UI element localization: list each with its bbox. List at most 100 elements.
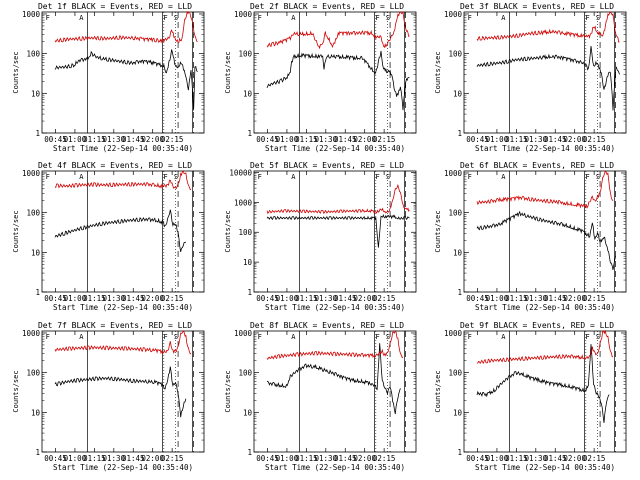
event-marker-label: F (258, 173, 262, 181)
x-tick-label: 01:15 (505, 294, 528, 303)
x-tick-label: 01:15 (505, 135, 528, 144)
events-series-line (54, 366, 187, 418)
event-marker-label: F (468, 173, 472, 181)
y-tick-label: 100 (238, 50, 252, 59)
y-tick-label: 1 (247, 288, 252, 297)
event-marker-label: S (596, 14, 600, 22)
x-tick-label: 01:45 (122, 454, 145, 463)
x-tick-label: 01:30 (525, 454, 548, 463)
events-series-line (266, 213, 410, 248)
event-marker-label: F (46, 173, 50, 181)
x-tick-label: 02:00 (563, 135, 586, 144)
y-tick-label: 100 (448, 50, 462, 59)
x-axis-label: Start Time (22-Sep-14 00:35:40) (265, 303, 405, 312)
y-axis-label: Counts/sec (224, 370, 232, 412)
panel-title: Det 6f BLACK = Events, RED = LLD (460, 161, 614, 170)
x-tick-label: 02:15 (583, 294, 606, 303)
events-series-line (54, 49, 198, 111)
x-tick-label: 01:00 (64, 454, 87, 463)
x-tick-label: 02:15 (161, 135, 184, 144)
x-axis-label: Start Time (22-Sep-14 00:35:40) (475, 463, 615, 472)
y-tick-label: 10 (31, 248, 41, 257)
x-axis-label: Start Time (22-Sep-14 00:35:40) (53, 303, 193, 312)
x-tick-label: 01:45 (122, 294, 145, 303)
x-tick-label: 01:00 (486, 454, 509, 463)
event-marker-label: A (501, 14, 506, 22)
y-tick-label: 10 (453, 89, 463, 98)
lld-series-line (266, 183, 410, 215)
y-axis-label: Counts/sec (224, 51, 232, 93)
events-series-line (476, 344, 610, 423)
x-tick-label: 01:30 (103, 454, 126, 463)
y-axis-label: Counts/sec (434, 370, 442, 412)
x-tick-label: 01:00 (276, 454, 299, 463)
plot-frame (41, 330, 205, 453)
event-marker-label: S (386, 14, 390, 22)
x-tick-label: 01:45 (544, 294, 567, 303)
y-tick-label: 10 (243, 258, 253, 267)
event-marker-label: F (376, 14, 380, 22)
y-axis-label: Counts/sec (12, 51, 20, 93)
x-tick-label: 01:45 (334, 454, 357, 463)
y-axis-label: Counts/sec (224, 210, 232, 252)
y-tick-label: 10 (31, 408, 41, 417)
event-marker-label: S (596, 333, 600, 341)
x-tick-label: 02:00 (353, 454, 376, 463)
y-tick-label: 100 (238, 228, 252, 237)
x-tick-label: 01:30 (525, 294, 548, 303)
event-marker-label: F (376, 173, 380, 181)
event-marker-label: F (586, 173, 590, 181)
x-tick-label: 02:15 (373, 454, 396, 463)
y-tick-label: 1 (457, 129, 462, 138)
lld-series-line (477, 329, 614, 365)
x-axis-label: Start Time (22-Sep-14 00:35:40) (265, 463, 405, 472)
x-tick-label: 00:45 (44, 454, 67, 463)
x-tick-label: 01:15 (83, 135, 106, 144)
y-tick-label: 100 (26, 50, 40, 59)
panel-title: Det 3f BLACK = Events, RED = LLD (460, 2, 614, 11)
x-axis-label: Start Time (22-Sep-14 00:35:40) (53, 144, 193, 153)
y-tick-label: 100 (238, 369, 252, 378)
y-tick-label: 1 (35, 448, 40, 457)
x-tick-label: 00:45 (44, 294, 67, 303)
event-marker-label: A (501, 173, 506, 181)
x-tick-label: 01:45 (334, 135, 357, 144)
plot-frame (463, 11, 627, 134)
y-tick-label: 10 (453, 248, 463, 257)
x-axis-label: Start Time (22-Sep-14 00:35:40) (475, 144, 615, 153)
event-marker-label: S (386, 173, 390, 181)
x-tick-label: 01:45 (122, 135, 145, 144)
y-tick-label: 1000 (22, 10, 41, 19)
panel-title: Det 1f BLACK = Events, RED = LLD (38, 2, 192, 11)
x-tick-label: 01:00 (276, 294, 299, 303)
y-axis-label: Counts/sec (12, 370, 20, 412)
y-tick-label: 1000 (444, 329, 463, 338)
x-tick-label: 01:30 (525, 135, 548, 144)
lld-series-line (54, 170, 192, 191)
x-tick-label: 01:00 (64, 135, 87, 144)
y-tick-label: 10 (243, 408, 253, 417)
x-tick-label: 02:15 (373, 294, 396, 303)
x-tick-label: 01:00 (276, 135, 299, 144)
y-tick-label: 10000 (229, 168, 252, 177)
panel-title: Det 5f BLACK = Events, RED = LLD (250, 161, 404, 170)
plot-frame (41, 11, 205, 134)
event-marker-label: F (164, 333, 168, 341)
x-tick-label: 02:00 (353, 135, 376, 144)
event-marker-label: A (291, 333, 296, 341)
x-tick-label: 01:15 (295, 135, 318, 144)
event-marker-label: F (46, 333, 50, 341)
x-tick-label: 01:15 (295, 294, 318, 303)
event-marker-label: A (79, 173, 84, 181)
x-tick-label: 02:15 (161, 454, 184, 463)
x-tick-label: 01:45 (544, 454, 567, 463)
plot-frame (463, 330, 627, 453)
lld-series-line (266, 11, 410, 50)
x-tick-label: 02:00 (141, 454, 164, 463)
x-tick-label: 01:30 (103, 135, 126, 144)
lld-series-line (476, 11, 620, 43)
